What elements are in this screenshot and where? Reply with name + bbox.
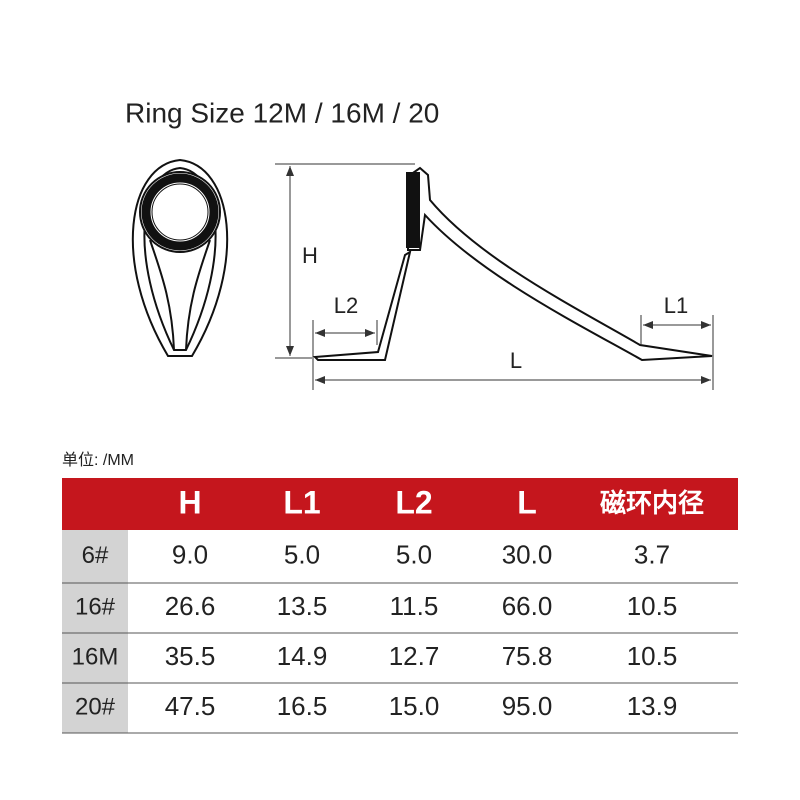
unit-label: 单位: /MM [62, 451, 134, 469]
cell-value: 66.0 [502, 591, 553, 621]
dim-label: H [302, 243, 318, 268]
cell-value: 35.5 [165, 641, 216, 671]
column-header: L1 [283, 484, 320, 520]
guide-side-view [312, 166, 713, 362]
dim-label: L1 [664, 293, 688, 318]
cell-value: 14.9 [277, 641, 328, 671]
cell-value: 11.5 [390, 591, 439, 621]
column-header: H [178, 484, 201, 520]
cell-value: 10.5 [627, 591, 678, 621]
ring-front-view [131, 158, 229, 357]
row-label: 6# [82, 542, 109, 569]
cell-value: 9.0 [172, 539, 208, 569]
cell-value: 95.0 [502, 691, 553, 721]
cell-value: 10.5 [627, 641, 678, 671]
cell-value: 13.9 [627, 691, 678, 721]
cell-value: 75.8 [502, 641, 553, 671]
cell-value: 12.7 [389, 641, 440, 671]
spec-table: H L1 L2 L 磁环内径 6# 9.0 5.0 5.0 30.0 3.7 16# 26.6 13.5 1… [62, 478, 738, 734]
column-header: L [517, 484, 537, 520]
cell-value: 5.0 [284, 539, 320, 569]
column-header: 磁环内径 [600, 488, 704, 518]
row-label: 16M [72, 643, 119, 670]
cell-value: 47.5 [165, 691, 216, 721]
row-label: 16# [75, 593, 116, 620]
cell-value: 13.5 [277, 591, 328, 621]
dim-label: L2 [334, 293, 358, 318]
cell-value: 26.6 [165, 591, 216, 621]
column-header: L2 [395, 484, 432, 520]
dim-label: L [510, 348, 522, 373]
cell-value: 16.5 [277, 691, 328, 721]
cell-value: 3.7 [634, 539, 670, 569]
cell-value: 30.0 [502, 539, 553, 569]
cell-value: 15.0 [389, 691, 440, 721]
title: Ring Size 12M / 16M / 20 [125, 97, 439, 128]
cell-value: 5.0 [396, 539, 432, 569]
row-label: 20# [75, 693, 116, 720]
dimension-lines [275, 163, 714, 390]
